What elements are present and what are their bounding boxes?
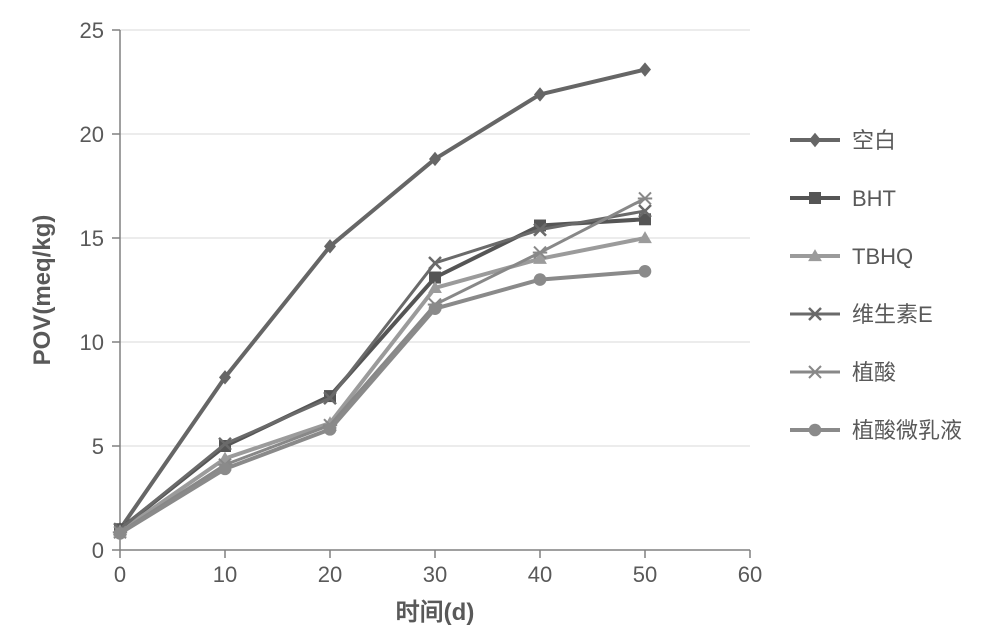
y-tick-label: 0	[92, 538, 104, 563]
y-tick-label: 5	[92, 434, 104, 459]
legend-label: 维生素E	[852, 302, 933, 327]
x-tick-label: 60	[738, 562, 762, 587]
x-axis-label: 时间(d)	[396, 599, 475, 626]
x-tick-label: 40	[528, 562, 552, 587]
y-axis-label: POV(meq/kg)	[29, 215, 56, 366]
chart-container: 0 10 20 30 40 50 60 0 5 10 15 20 25 时间(d) POV(meq/kg) 空…	[0, 0, 1000, 642]
legend-label: 植酸微乳液	[852, 418, 962, 443]
y-tick-label: 25	[80, 18, 104, 43]
x-tick-label: 20	[318, 562, 342, 587]
y-tick-label: 10	[80, 330, 104, 355]
x-tick-label: 10	[213, 562, 237, 587]
legend-label: 空白	[852, 128, 896, 153]
legend-label: 植酸	[852, 360, 896, 385]
line-chart: 0 10 20 30 40 50 60 0 5 10 15 20 25 时间(d) POV(meq/kg) 空…	[0, 0, 1000, 642]
x-tick-label: 0	[114, 562, 126, 587]
y-tick-label: 15	[80, 226, 104, 251]
x-tick-label: 50	[633, 562, 657, 587]
x-tick-label: 30	[423, 562, 447, 587]
legend-label: TBHQ	[852, 244, 913, 269]
legend-label: BHT	[852, 186, 896, 211]
y-tick-label: 20	[80, 122, 104, 147]
